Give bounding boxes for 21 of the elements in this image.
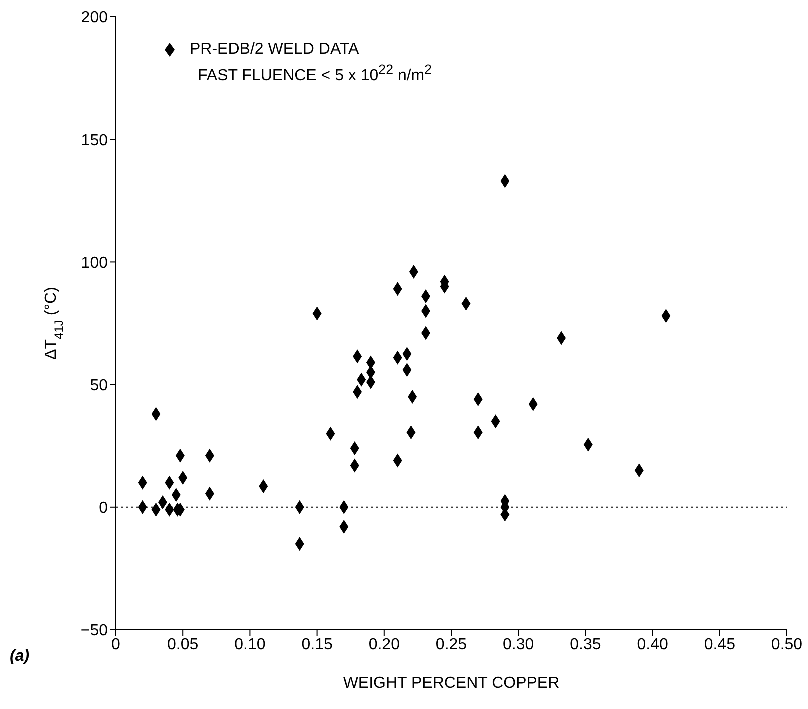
legend-label: PR-EDB/2 WELD DATA [190,40,360,60]
x-tick-label: 0.50 [771,636,803,654]
y-tick-label: 0 [99,500,108,518]
x-tick-label: 0.30 [503,636,534,654]
y-tick-label: 200 [81,10,108,27]
x-axis-title: WEIGHT PERCENT COPPER [343,675,560,692]
x-tick-label: 0.15 [302,636,333,654]
y-tick-label: 50 [90,377,108,394]
x-tick-label: 0.25 [436,636,468,654]
y-tick-label: 100 [81,254,108,272]
y-tick-label: 150 [81,132,108,150]
x-tick-label: 0 [112,636,121,654]
x-tick-label: 0.35 [570,636,602,654]
annotation: FAST FLUENCE < 5 x 10$^{22}$ n/m$^{2}$ [198,61,432,86]
y-tick-label: −50 [80,622,108,640]
text: (a) [10,648,30,666]
x-tick-label: 0.45 [704,636,736,654]
x-tick-label: 0.20 [368,636,400,654]
x-tick-label: 0.10 [234,636,266,654]
x-tick-label: 0.40 [637,636,668,654]
x-tick-label: 0.05 [168,636,199,654]
